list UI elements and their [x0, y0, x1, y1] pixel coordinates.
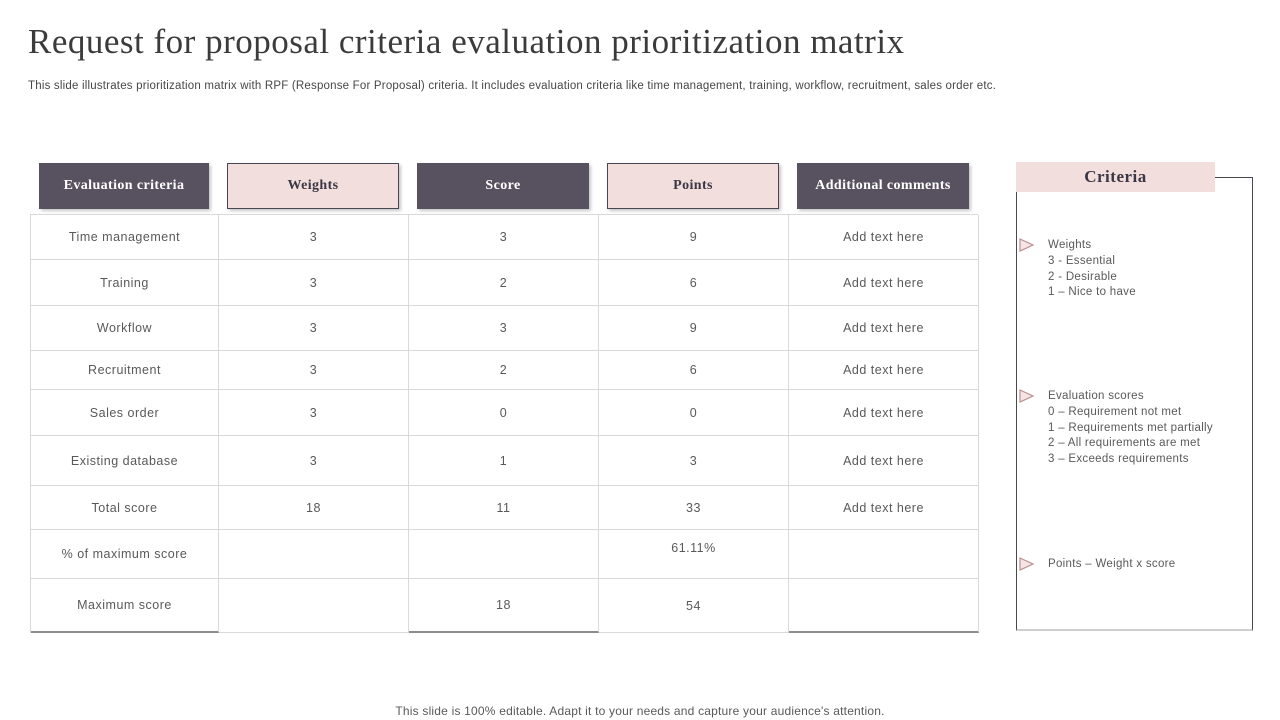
triangle-arrow-icon [1019, 389, 1035, 403]
table-body: Time management 3 3 9 Add text here Training 3… [30, 214, 979, 633]
cell-weights [219, 530, 409, 579]
slide-footer-note: This slide is 100% editable. Adapt it to… [395, 704, 885, 718]
cell-points: 54 [599, 579, 789, 633]
table-row: Workflow 3 3 9 Add text here [31, 306, 979, 351]
table-row: % of maximum score 61.11% [31, 530, 979, 579]
cell-points: 6 [599, 351, 789, 390]
cell-criteria: Recruitment [31, 351, 219, 390]
cell-comments [789, 530, 979, 579]
cell-score: 11 [409, 486, 599, 530]
cell-score: 3 [409, 215, 599, 260]
table-row: Existing database 3 1 3 Add text here [31, 436, 979, 486]
table-row: Time management 3 3 9 Add text here [31, 215, 979, 260]
cell-weights: 3 [219, 351, 409, 390]
cell-criteria: % of maximum score [31, 530, 219, 579]
cell-comments[interactable]: Add text here [789, 215, 979, 260]
cell-criteria: Sales order [31, 390, 219, 436]
cell-points: 33 [599, 486, 789, 530]
page-title: Request for proposal criteria evaluation… [28, 22, 905, 61]
cell-comments[interactable]: Add text here [789, 306, 979, 351]
cell-points: 9 [599, 215, 789, 260]
cell-criteria: Training [31, 260, 219, 306]
cell-comments[interactable]: Add text here [789, 351, 979, 390]
table-row: Sales order 3 0 0 Add text here [31, 390, 979, 436]
triangle-arrow-icon [1019, 238, 1035, 252]
cell-criteria: Total score [31, 486, 219, 530]
cell-comments[interactable]: Add text here [789, 390, 979, 436]
cell-points: 9 [599, 306, 789, 351]
column-header-evaluation-criteria: Evaluation criteria [39, 163, 209, 209]
criteria-item-evaluation-scores: Evaluation scores 0 – Requirement not me… [1019, 389, 1213, 468]
cell-score: 18 [409, 579, 599, 633]
table-row: Total score 18 11 33 Add text here [31, 486, 979, 530]
criteria-item-text: Weights 3 - Essential 2 - Desirable 1 – … [1048, 239, 1136, 299]
cell-weights: 3 [219, 306, 409, 351]
cell-score: 2 [409, 260, 599, 306]
cell-points: 3 [599, 436, 789, 486]
cell-points: 61.11% [599, 530, 789, 579]
cell-weights: 3 [219, 436, 409, 486]
column-header-points: Points [607, 163, 779, 209]
column-header-additional-comments: Additional comments [797, 163, 969, 209]
cell-score: 2 [409, 351, 599, 390]
cell-criteria: Workflow [31, 306, 219, 351]
cell-weights: 18 [219, 486, 409, 530]
cell-weights [219, 579, 409, 633]
cell-score [409, 530, 599, 579]
criteria-panel-title: Criteria [1016, 162, 1215, 192]
cell-weights: 3 [219, 260, 409, 306]
cell-criteria: Existing database [31, 436, 219, 486]
criteria-item-text: Points – Weight x score [1048, 558, 1176, 570]
table-row: Recruitment 3 2 6 Add text here [31, 351, 979, 390]
cell-comments[interactable]: Add text here [789, 260, 979, 306]
cell-comments[interactable]: Add text here [789, 486, 979, 530]
table-header-row: Evaluation criteria Weights Score Points… [30, 163, 978, 209]
cell-criteria: Maximum score [31, 579, 219, 633]
cell-comments [789, 579, 979, 633]
column-header-weights: Weights [227, 163, 399, 209]
cell-comments[interactable]: Add text here [789, 436, 979, 486]
criteria-item-points-formula: Points – Weight x score [1019, 557, 1176, 573]
triangle-arrow-icon [1019, 557, 1035, 571]
cell-score: 0 [409, 390, 599, 436]
prioritization-matrix-table: Evaluation criteria Weights Score Points… [30, 163, 979, 633]
criteria-item-text: Evaluation scores 0 – Requirement not me… [1048, 390, 1213, 466]
cell-score: 1 [409, 436, 599, 486]
table-row: Training 3 2 6 Add text here [31, 260, 979, 306]
column-header-score: Score [417, 163, 589, 209]
criteria-legend-panel: Criteria Weights 3 - Essential 2 - Desir… [1016, 162, 1253, 631]
cell-points: 6 [599, 260, 789, 306]
cell-weights: 3 [219, 390, 409, 436]
cell-points: 0 [599, 390, 789, 436]
cell-score: 3 [409, 306, 599, 351]
page-subtitle: This slide illustrates prioritization ma… [28, 80, 997, 92]
criteria-item-weights: Weights 3 - Essential 2 - Desirable 1 – … [1019, 238, 1136, 301]
cell-weights: 3 [219, 215, 409, 260]
cell-criteria: Time management [31, 215, 219, 260]
table-row: Maximum score 18 54 [31, 579, 979, 633]
